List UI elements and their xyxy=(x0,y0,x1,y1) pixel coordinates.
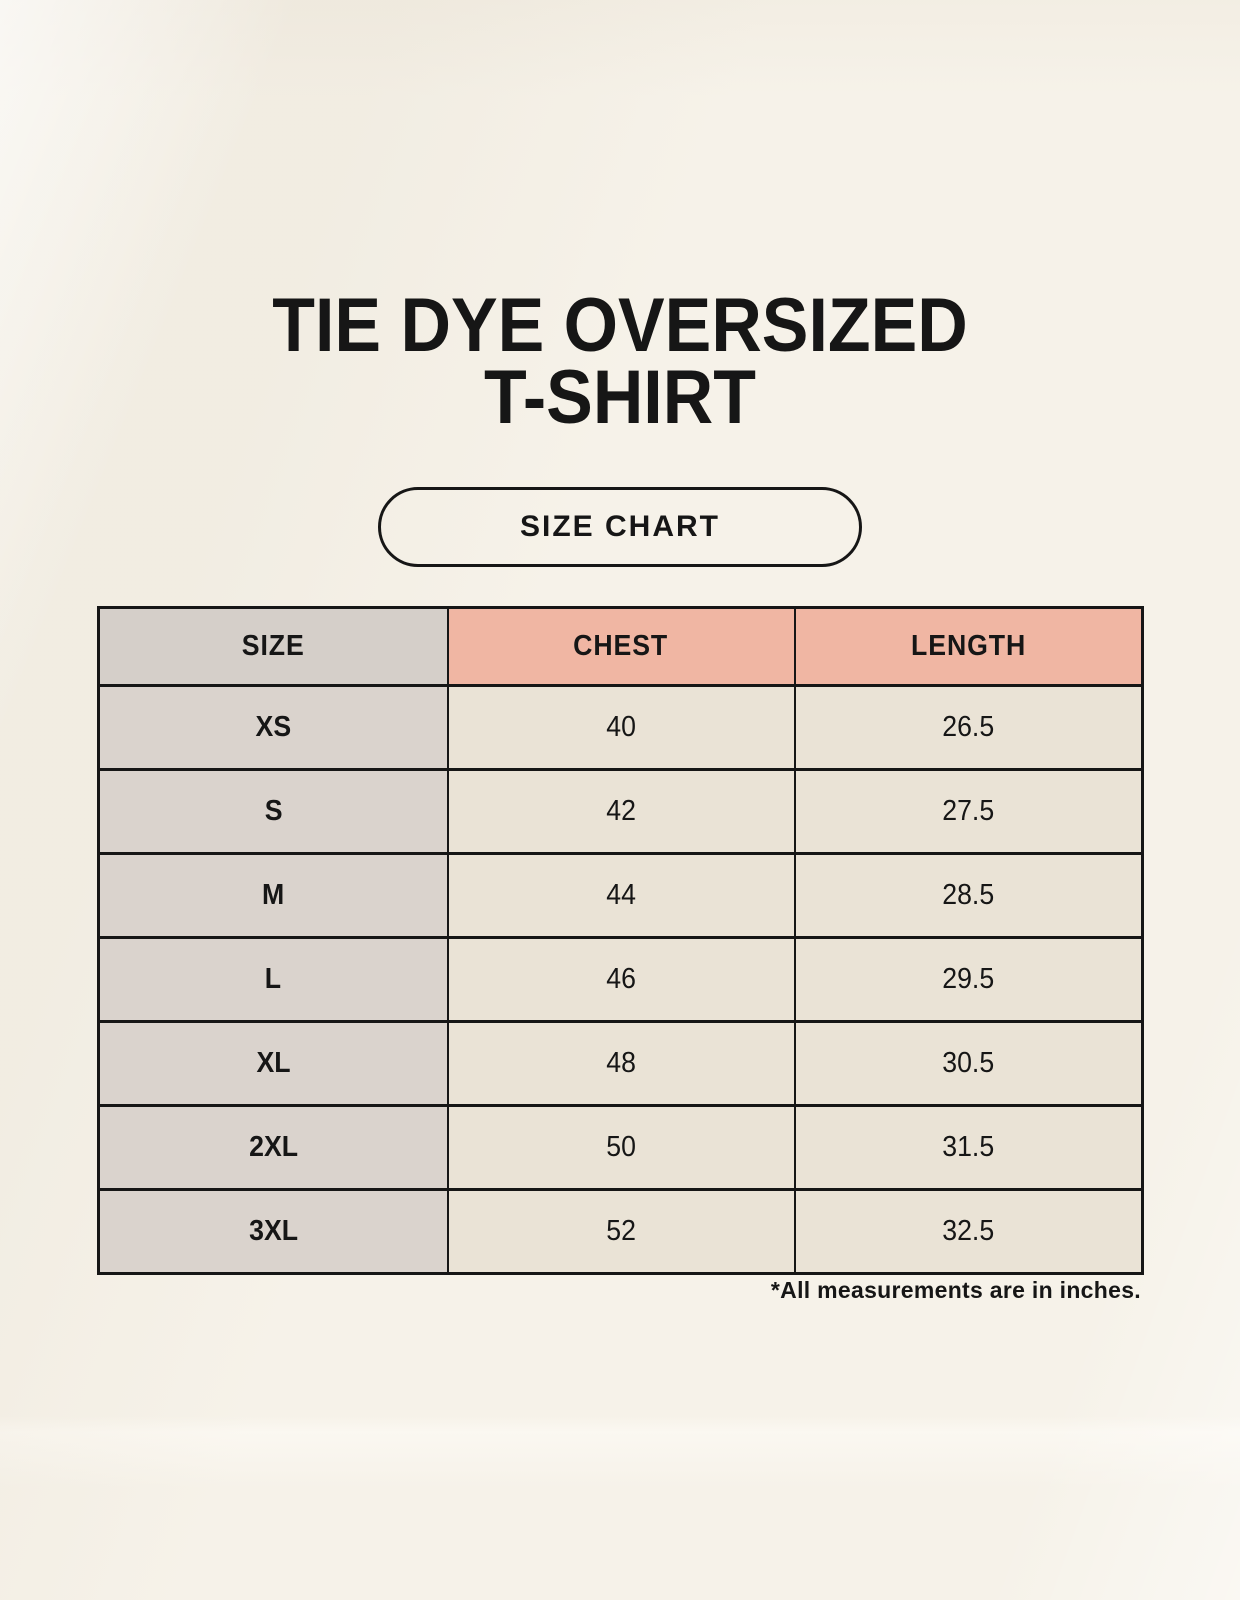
chest-cell: 52 xyxy=(446,1188,796,1275)
length-cell: 32.5 xyxy=(793,1188,1144,1275)
table-row: S 42 27.5 xyxy=(97,768,1144,855)
size-cell: S xyxy=(97,768,449,855)
size-cell: 2XL xyxy=(97,1104,449,1191)
size-table: SIZE CHEST LENGTH XS 40 26.5 S 42 27.5 M… xyxy=(97,606,1144,1275)
size-cell: 3XL xyxy=(97,1188,449,1275)
size-chart-badge-label: SIZE CHART xyxy=(520,510,720,543)
size-cell: XS xyxy=(97,684,449,771)
table-header-row: SIZE CHEST LENGTH xyxy=(97,606,1144,687)
column-header-chest: CHEST xyxy=(446,606,796,687)
page-title-line1: TIE DYE OVERSIZED xyxy=(272,283,968,368)
table-row: XS 40 26.5 xyxy=(97,684,1144,771)
chest-cell: 42 xyxy=(446,768,796,855)
chest-cell: 40 xyxy=(446,684,796,771)
chest-cell: 44 xyxy=(446,852,796,939)
table-row: 2XL 50 31.5 xyxy=(97,1104,1144,1191)
size-cell: L xyxy=(97,936,449,1023)
length-cell: 31.5 xyxy=(793,1104,1144,1191)
length-cell: 27.5 xyxy=(793,768,1144,855)
table-row: 3XL 52 32.5 xyxy=(97,1188,1144,1275)
chest-cell: 46 xyxy=(446,936,796,1023)
measurements-footnote: *All measurements are in inches. xyxy=(770,1277,1141,1303)
size-chart-badge[interactable]: SIZE CHART xyxy=(378,487,862,567)
chest-cell: 48 xyxy=(446,1020,796,1107)
length-cell: 28.5 xyxy=(793,852,1144,939)
chest-cell: 50 xyxy=(446,1104,796,1191)
length-cell: 26.5 xyxy=(793,684,1144,771)
page-title: TIE DYE OVERSIZED T-SHIRT xyxy=(50,283,1191,440)
table-row: L 46 29.5 xyxy=(97,936,1144,1023)
size-cell: XL xyxy=(97,1020,449,1107)
page-title-line2: T-SHIRT xyxy=(484,355,756,440)
length-cell: 29.5 xyxy=(793,936,1144,1023)
length-cell: 30.5 xyxy=(793,1020,1144,1107)
table-row: XL 48 30.5 xyxy=(97,1020,1144,1107)
table-row: M 44 28.5 xyxy=(97,852,1144,939)
column-header-length: LENGTH xyxy=(793,606,1144,687)
size-cell: M xyxy=(97,852,449,939)
column-header-size: SIZE xyxy=(97,606,449,687)
